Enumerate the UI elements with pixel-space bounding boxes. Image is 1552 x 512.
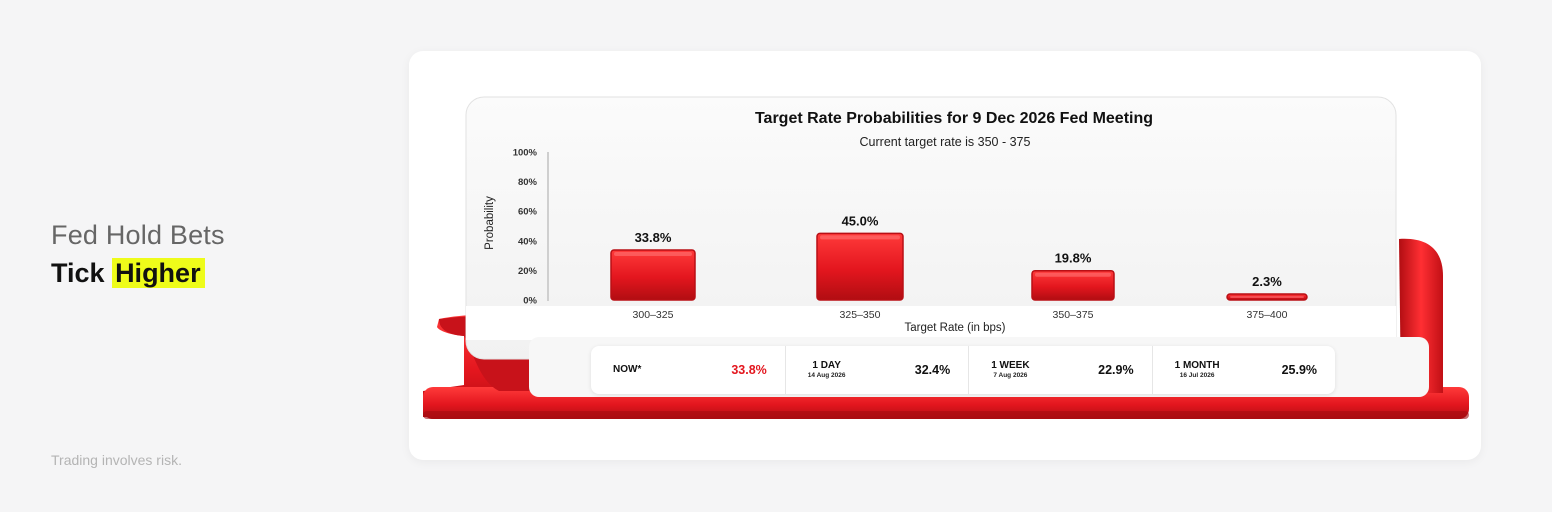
headline-line-1: Fed Hold Bets — [51, 220, 225, 250]
y-tick-label: 80% — [518, 177, 538, 188]
history-value: 25.9% — [1281, 363, 1318, 377]
history-value: 32.4% — [914, 363, 951, 377]
y-tick-label: 100% — [513, 148, 538, 159]
chart-svg: Target Rate Probabilities for 9 Dec 2026… — [423, 96, 1469, 419]
y-tick-label: 40% — [518, 236, 538, 247]
y-tick-labels: 0% 20% 40% 60% 80% 100% — [513, 148, 538, 307]
history-value: 22.9% — [1098, 363, 1134, 377]
y-tick-label: 60% — [518, 207, 538, 218]
history-value: 33.8% — [731, 363, 767, 377]
chart-title: Target Rate Probabilities for 9 Dec 2026… — [755, 110, 1153, 127]
history-cell-1-day: 1 DAY 14 Aug 2026 32.4% — [784, 346, 968, 394]
category-labels: 300–325 325–350 350–375 375–400 — [633, 309, 1288, 321]
bar — [1031, 269, 1115, 301]
category-label: 300–325 — [633, 309, 674, 321]
chart-subtitle: Current target rate is 350 - 375 — [860, 135, 1031, 149]
headline: Fed Hold Bets Tick Higher — [51, 218, 225, 290]
data-label: 19.8% — [1055, 251, 1092, 266]
bars — [610, 232, 1308, 301]
bar — [816, 232, 904, 301]
bar-highlight — [820, 235, 900, 240]
data-label: 33.8% — [635, 230, 672, 245]
history-period: 1 MONTH — [1174, 359, 1220, 371]
history-cell-1-month: 1 MONTH 16 Jul 2026 25.9% — [1151, 346, 1335, 394]
history-cell-now: NOW* 33.8% — [591, 346, 785, 394]
bar — [610, 249, 696, 301]
data-labels: 33.8% 45.0% 19.8% 2.3% — [635, 213, 1283, 289]
data-label: 45.0% — [842, 213, 879, 228]
history-date: 7 Aug 2026 — [993, 371, 1028, 379]
history-date: 14 Aug 2026 — [807, 371, 846, 379]
headline-line-2: Tick Higher — [51, 256, 225, 290]
history-date: 16 Jul 2026 — [1179, 371, 1215, 379]
bar-highlight — [1035, 272, 1111, 277]
chart-card: Target Rate Probabilities for 9 Dec 2026… — [409, 51, 1481, 460]
y-tick-label: 20% — [518, 266, 538, 277]
history-period: NOW* — [613, 364, 642, 375]
history-period: 1 DAY — [812, 359, 841, 371]
x-axis-label: Target Rate (in bps) — [905, 322, 1006, 334]
bar-highlight — [1230, 296, 1304, 298]
history-cell-1-week: 1 WEEK 7 Aug 2026 22.9% — [968, 346, 1151, 394]
data-label: 2.3% — [1252, 274, 1282, 289]
category-label: 350–375 — [1053, 309, 1094, 321]
probability-history-strip: NOW* 33.8% 1 DAY 14 Aug 2026 32.4% 1 WEE… — [591, 346, 1335, 394]
chart-panel-base — [466, 306, 1396, 340]
headline-plain: Tick — [51, 258, 105, 288]
risk-disclaimer: Trading involves risk. — [51, 452, 182, 468]
headline-highlight: Higher — [112, 258, 205, 288]
y-tick-label: 0% — [523, 296, 537, 307]
category-label: 325–350 — [840, 309, 881, 321]
bar-highlight — [614, 251, 692, 256]
y-axis-label: Probability — [484, 196, 496, 250]
category-label: 375–400 — [1247, 309, 1288, 321]
history-period: 1 WEEK — [991, 359, 1030, 371]
